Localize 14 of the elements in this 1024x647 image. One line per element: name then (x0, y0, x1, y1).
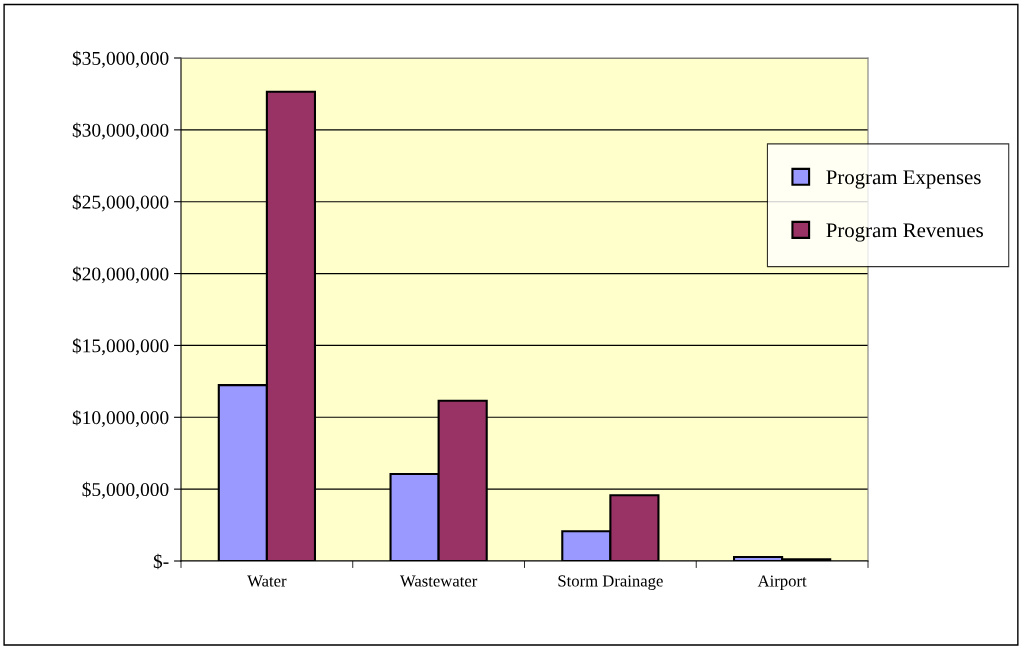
x-tick-label: Storm Drainage (558, 575, 663, 590)
y-tick-label: $30,000,000 (72, 122, 169, 140)
x-tick-label: Airport (757, 575, 807, 590)
y-tick-label: $5,000,000 (82, 481, 169, 499)
y-tick-label: $15,000,000 (72, 338, 169, 356)
x-tick-label: Water (247, 575, 287, 587)
y-tick-label: $35,000,000 (72, 50, 169, 68)
y-tick-label: $25,000,000 (72, 194, 169, 212)
y-tick-label: $10,000,000 (72, 409, 169, 428)
y-tick-label: $20,000,000 (72, 266, 169, 284)
legend-label: Program Expenses (826, 170, 981, 189)
y-tick-label: $- (153, 553, 169, 570)
x-tick-label: Wastewater (399, 575, 478, 587)
legend-label: Program Revenues (826, 223, 983, 242)
